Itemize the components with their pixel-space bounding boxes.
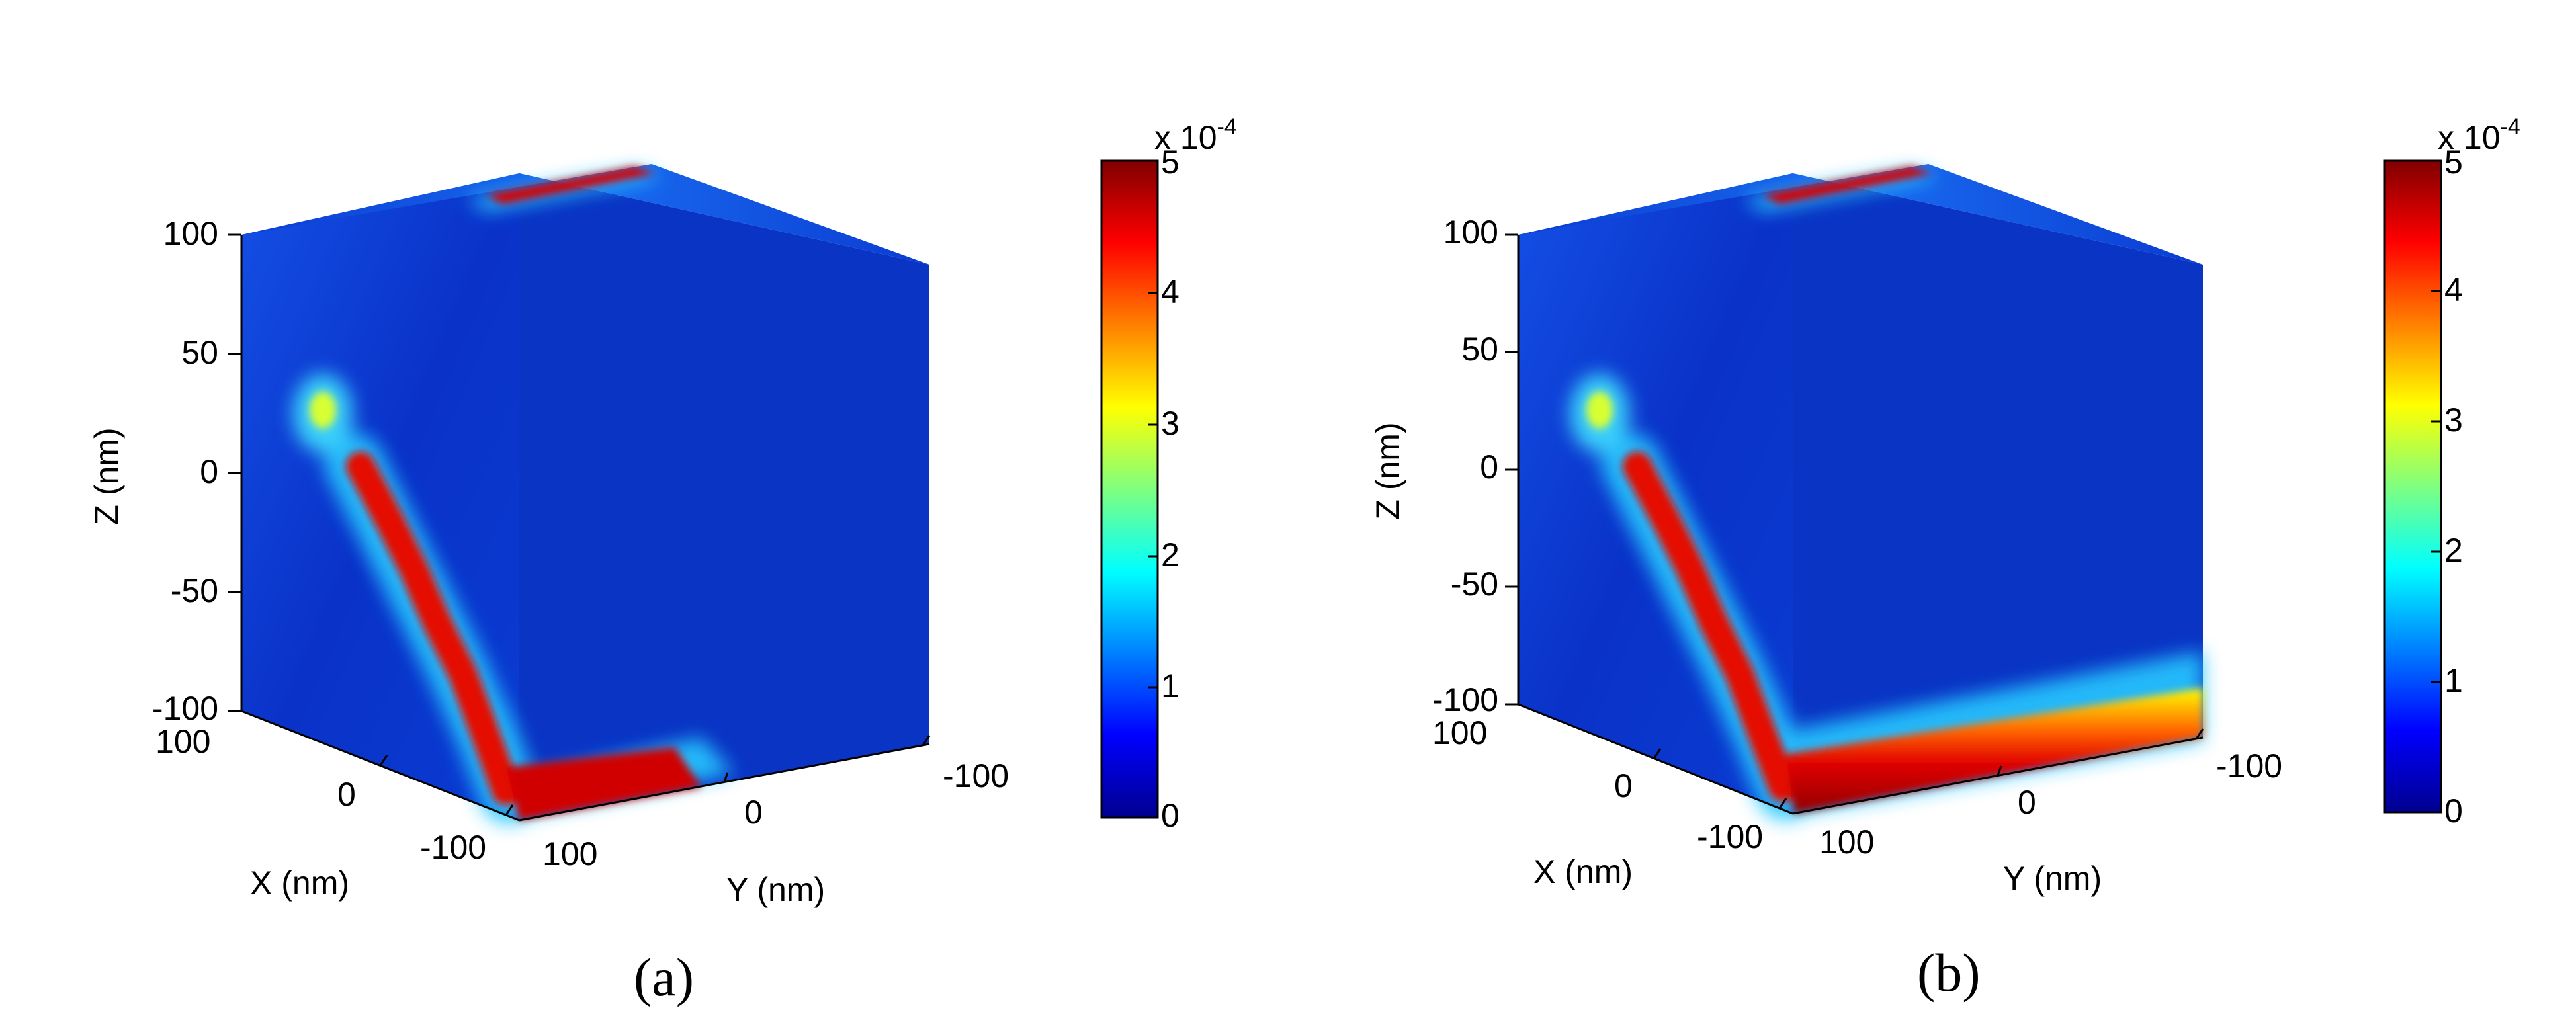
colorbar-b-multiplier-base: x 10 bbox=[2438, 119, 2501, 156]
y-tick-b-1: 0 bbox=[2018, 784, 2036, 821]
y-tick-b-0: 100 bbox=[1819, 823, 1874, 861]
z-tick-b-0: 100 bbox=[1443, 214, 1498, 251]
hotspot-a-top bbox=[486, 167, 655, 204]
z-tick-labels-a: 100 50 0 -50 -100 bbox=[152, 215, 218, 727]
z-tick-labels-b: 100 50 0 -50 -100 bbox=[1432, 214, 1498, 718]
colorbar-a-tick-3: 3 bbox=[1161, 405, 1180, 442]
z-tick-a-1: 50 bbox=[181, 334, 218, 371]
z-tick-a-3: -50 bbox=[171, 572, 218, 609]
colorbar-a-tick-1: 1 bbox=[1161, 667, 1180, 704]
colorbar-b-tick-3: 3 bbox=[2444, 401, 2463, 439]
colorbar-a-gradient bbox=[1100, 159, 1159, 819]
colorbar-b: 0 1 2 3 4 5 x 10-4 bbox=[2383, 114, 2520, 829]
axes-a bbox=[228, 233, 931, 822]
panel-b: 100 50 0 -50 -100 Z (nm) 100 0 -100 X (n… bbox=[1369, 114, 2520, 1003]
z-tick-b-2: 0 bbox=[1480, 448, 1498, 485]
colorbar-a: 0 1 2 3 4 5 x 10-4 bbox=[1100, 114, 1237, 834]
y-tick-a-1: 0 bbox=[744, 794, 763, 831]
y-tick-labels-b: 100 0 -100 bbox=[1819, 747, 2282, 861]
colorbar-b-tick-2: 2 bbox=[2444, 532, 2463, 569]
z-tick-b-4: -100 bbox=[1432, 681, 1498, 718]
y-tick-a-0: 100 bbox=[542, 835, 597, 872]
x-axis-label-b: X (nm) bbox=[1533, 853, 1633, 890]
x-tick-labels-b: 100 0 -100 bbox=[1432, 714, 1763, 855]
z-tick-a-2: 0 bbox=[200, 453, 218, 490]
colorbar-b-tick-0: 0 bbox=[2444, 792, 2463, 829]
x-tick-a-1: 0 bbox=[337, 776, 356, 813]
cube-b-right-face bbox=[1793, 173, 2203, 814]
z-axis-label-a: Z (nm) bbox=[88, 427, 125, 525]
x-tick-labels-a: 100 0 -100 bbox=[155, 723, 486, 866]
z-tick-b-1: 50 bbox=[1461, 331, 1498, 368]
panel-a: 100 50 0 -50 -100 Z (nm) 100 0 -100 X (n… bbox=[88, 114, 1237, 1007]
hotspot-b-edge bbox=[1786, 688, 2203, 814]
colorbar-b-gradient bbox=[2383, 159, 2442, 814]
colorbar-a-multiplier-base: x 10 bbox=[1154, 119, 1217, 156]
y-axis-label-a: Y (nm) bbox=[726, 871, 825, 908]
y-tick-a-2: -100 bbox=[943, 757, 1009, 794]
hotspot-a-edge bbox=[506, 747, 701, 820]
cube-b bbox=[1505, 164, 2204, 820]
colorbar-b-multiplier: x 10-4 bbox=[2438, 114, 2520, 156]
colorbar-a-tick-4: 4 bbox=[1161, 273, 1180, 310]
z-tick-b-3: -50 bbox=[1451, 566, 1498, 603]
x-tick-b-1: 0 bbox=[1614, 767, 1633, 804]
x-axis-label-a: X (nm) bbox=[250, 864, 349, 902]
colorbar-a-tick-0: 0 bbox=[1161, 797, 1180, 834]
z-tick-a-4: -100 bbox=[152, 690, 218, 727]
cube-b-hotspots bbox=[1586, 167, 2203, 814]
x-tick-b-0: 100 bbox=[1432, 714, 1487, 751]
cube-a-hotspots bbox=[310, 167, 701, 820]
colorbar-b-tick-1: 1 bbox=[2444, 662, 2463, 699]
y-tick-labels-a: 100 0 -100 bbox=[542, 757, 1009, 872]
cube-a-right-face bbox=[519, 173, 929, 820]
x-tick-b-2: -100 bbox=[1697, 818, 1763, 855]
x-tick-a-0: 100 bbox=[155, 723, 210, 760]
panel-label-b: (b) bbox=[1917, 943, 1981, 1003]
cube-a bbox=[228, 164, 931, 823]
y-axis-label-b: Y (nm) bbox=[2003, 860, 2102, 897]
colorbar-a-exponent: -4 bbox=[1217, 114, 1237, 140]
hotspot-b-diagonal bbox=[1623, 452, 1797, 802]
y-tick-b-2: -100 bbox=[2216, 747, 2282, 784]
hotspot-b-spot bbox=[1586, 392, 1613, 429]
colorbar-a-tick-5: 5 bbox=[1161, 144, 1180, 181]
colorbar-b-exponent: -4 bbox=[2501, 114, 2520, 140]
x-tick-a-2: -100 bbox=[420, 829, 486, 866]
z-tick-a-0: 100 bbox=[163, 215, 218, 252]
panel-label-a: (a) bbox=[634, 947, 694, 1007]
colorbar-b-tick-4: 4 bbox=[2444, 271, 2463, 308]
colorbar-a-tick-2: 2 bbox=[1161, 536, 1180, 573]
axes-b bbox=[1505, 233, 2204, 815]
hotspot-a-diagonal bbox=[346, 452, 521, 805]
hotspot-a-spot bbox=[310, 392, 336, 429]
z-axis-label-b: Z (nm) bbox=[1369, 422, 1406, 519]
hotspot-b-top bbox=[1763, 167, 1932, 204]
colorbar-a-multiplier: x 10-4 bbox=[1154, 114, 1237, 156]
colorbar-b-tick-5: 5 bbox=[2444, 144, 2463, 181]
